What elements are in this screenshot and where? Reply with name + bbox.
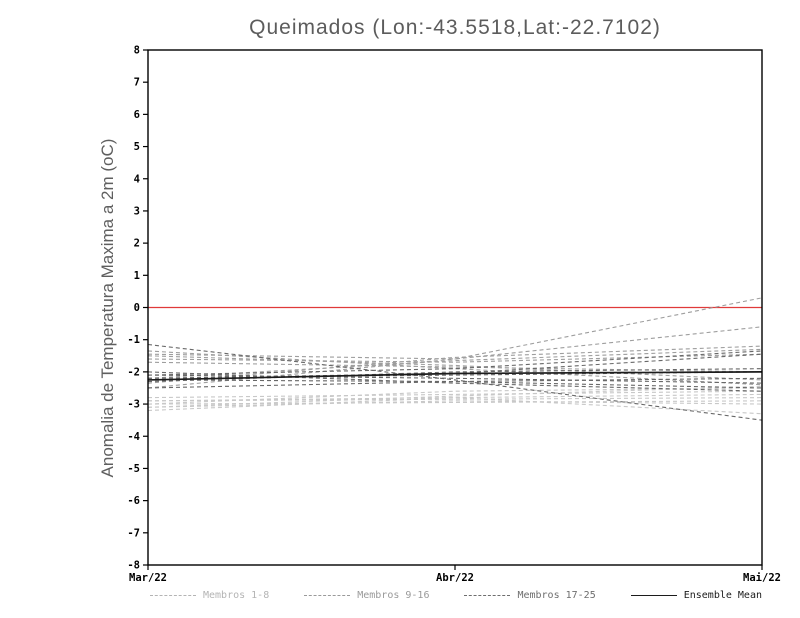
svg-text:-4: -4 (127, 431, 140, 443)
svg-text:0: 0 (134, 302, 140, 314)
legend-item-label: Membros 17-25 (517, 590, 596, 601)
legend-item: Membros 9-16 (304, 590, 429, 601)
svg-text:-2: -2 (127, 366, 140, 378)
svg-text:-7: -7 (127, 527, 140, 539)
legend: Membros 1-8 Membros 9-16 Membros 17-25 E… (150, 590, 762, 601)
legend-line-sample (630, 595, 677, 596)
svg-text:-6: -6 (127, 495, 140, 507)
legend-line-sample (464, 595, 511, 596)
svg-text:4: 4 (134, 173, 140, 185)
svg-text:-5: -5 (127, 463, 140, 475)
svg-text:Mai/22: Mai/22 (743, 572, 781, 584)
svg-text:8: 8 (134, 45, 140, 57)
svg-text:-3: -3 (127, 399, 140, 411)
svg-text:Mar/22: Mar/22 (129, 572, 167, 584)
legend-line-sample (304, 595, 351, 596)
svg-text:6: 6 (134, 109, 140, 121)
svg-text:7: 7 (134, 77, 140, 89)
legend-item-label: Membros 9-16 (357, 590, 430, 601)
svg-text:1: 1 (134, 270, 140, 282)
legend-item: Ensemble Mean (630, 590, 762, 601)
svg-text:Abr/22: Abr/22 (436, 572, 474, 584)
legend-item-label: Ensemble Mean (683, 590, 762, 601)
svg-text:5: 5 (134, 141, 140, 153)
legend-item: Membros 1-8 (150, 590, 269, 601)
chart-title: Queimados (Lon:-43.5518,Lat:-22.7102) (249, 16, 661, 39)
legend-item: Membros 17-25 (464, 590, 596, 601)
svg-text:-1: -1 (127, 334, 140, 346)
svg-text:2: 2 (134, 238, 140, 250)
svg-text:-8: -8 (127, 560, 140, 572)
legend-item-label: Membros 1-8 (203, 590, 270, 601)
legend-line-sample (150, 595, 196, 596)
svg-text:3: 3 (134, 205, 140, 217)
